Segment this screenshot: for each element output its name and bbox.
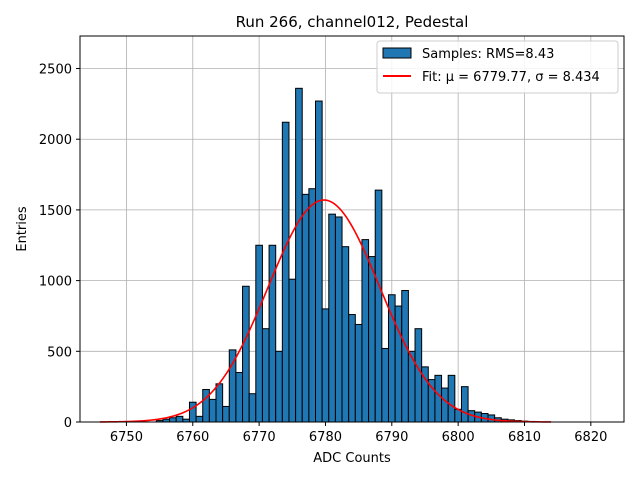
histogram-bars [155, 87, 535, 423]
chart-title: Run 266, channel012, Pedestal [236, 13, 469, 31]
histogram-bar [222, 405, 230, 423]
histogram-bar [328, 213, 336, 423]
y-tick-label: 0 [64, 416, 72, 431]
histogram-bar [242, 285, 250, 423]
x-tick-label: 6810 [508, 430, 541, 445]
x-tick-label: 6820 [574, 430, 607, 445]
fit-curve [99, 199, 552, 423]
histogram-bar [301, 193, 310, 423]
x-tick-label: 6790 [375, 430, 408, 445]
histogram-bar [288, 278, 297, 423]
histogram-bar [341, 246, 350, 423]
y-tick-label: 2000 [39, 133, 72, 148]
histogram-bar [441, 387, 449, 423]
x-axis-ticks: 6750 6760 6770 6780 6790 6800 6810 6820 [110, 422, 607, 445]
x-tick-label: 6780 [309, 430, 342, 445]
histogram-bar [261, 328, 270, 423]
histogram-bar [175, 415, 184, 423]
y-tick-label: 1500 [39, 204, 72, 219]
histogram-bar [188, 401, 197, 423]
y-axis-label: Entries [15, 206, 30, 252]
histogram-bar [334, 216, 343, 423]
histogram-bar [381, 347, 389, 423]
histogram-bar [275, 350, 283, 423]
legend: Samples: RMS=8.43 Fit: μ = 6779.77, σ = … [376, 40, 619, 94]
histogram-bar [354, 323, 363, 423]
histogram-bar [315, 100, 323, 423]
x-tick-label: 6770 [243, 430, 276, 445]
histogram-bar [208, 398, 217, 423]
x-tick-label: 6800 [442, 430, 475, 445]
y-tick-label: 2500 [39, 63, 72, 78]
legend-box [376, 40, 619, 94]
y-tick-label: 500 [47, 345, 72, 360]
histogram-bar [460, 386, 469, 423]
histogram-bar [195, 415, 204, 423]
legend-fit-label: Fit: μ = 6779.77, σ = 8.434 [422, 70, 600, 85]
y-tick-label: 1000 [39, 275, 72, 290]
histogram-bar [281, 121, 290, 423]
histogram-bar [321, 308, 330, 423]
histogram-bar [414, 328, 423, 423]
x-tick-label: 6760 [176, 430, 209, 445]
histogram-bar [235, 372, 244, 423]
histogram-bar [374, 189, 383, 423]
histogram-bar [361, 239, 370, 423]
legend-histogram-swatch [382, 47, 412, 59]
histogram-bar [169, 417, 177, 423]
y-axis-ticks: 0 500 1000 1500 2000 2500 [39, 63, 80, 431]
legend-histogram-label: Samples: RMS=8.43 [422, 47, 554, 62]
histogram-bar [308, 188, 317, 423]
fit-curve-layer [99, 199, 552, 423]
histogram-bar [215, 383, 224, 423]
plot-frame [79, 35, 625, 423]
histogram-bar [348, 314, 356, 423]
histogram-bar [255, 244, 263, 423]
x-axis-label: ADC Counts [313, 451, 391, 466]
histogram-bar [447, 374, 456, 423]
histogram-bar [401, 290, 409, 423]
histogram-bar [368, 256, 376, 423]
histogram-bar [434, 374, 443, 423]
x-tick-label: 6750 [110, 430, 143, 445]
histogram-bar [202, 388, 210, 423]
histogram-bar [295, 87, 303, 423]
histogram-bar [248, 393, 257, 423]
